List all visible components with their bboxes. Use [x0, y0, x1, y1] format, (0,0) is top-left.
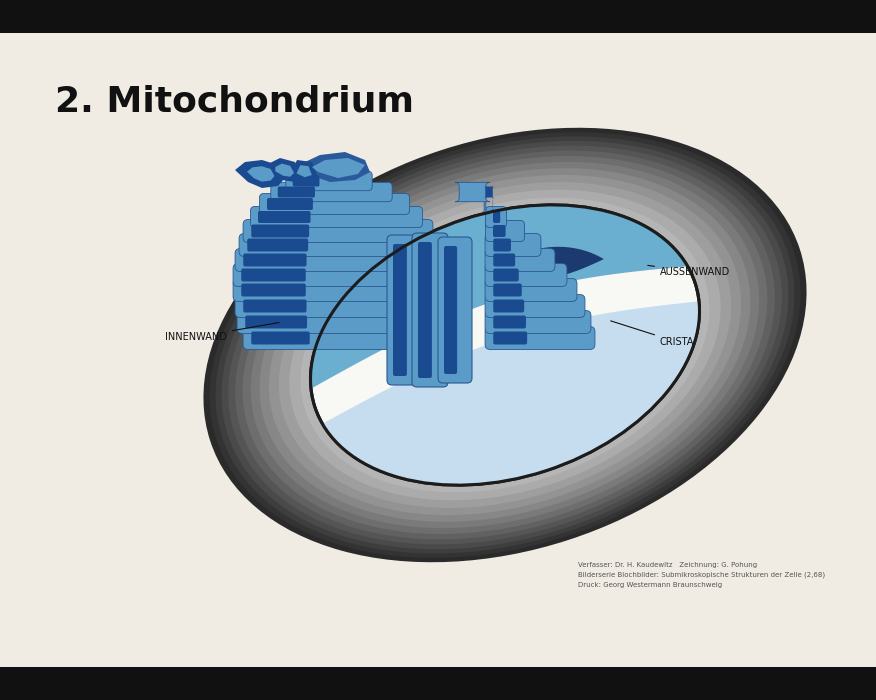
- FancyBboxPatch shape: [233, 264, 445, 286]
- FancyBboxPatch shape: [259, 193, 410, 215]
- Polygon shape: [296, 165, 312, 177]
- FancyBboxPatch shape: [244, 300, 307, 312]
- FancyBboxPatch shape: [493, 225, 505, 237]
- FancyBboxPatch shape: [412, 233, 448, 387]
- FancyBboxPatch shape: [485, 264, 567, 286]
- Polygon shape: [235, 160, 285, 188]
- FancyBboxPatch shape: [485, 206, 506, 228]
- FancyBboxPatch shape: [493, 300, 524, 312]
- FancyBboxPatch shape: [239, 234, 439, 256]
- FancyBboxPatch shape: [271, 182, 392, 202]
- FancyBboxPatch shape: [485, 248, 555, 272]
- FancyBboxPatch shape: [418, 242, 432, 378]
- FancyBboxPatch shape: [0, 0, 876, 33]
- Ellipse shape: [243, 156, 767, 534]
- FancyBboxPatch shape: [480, 195, 490, 214]
- FancyBboxPatch shape: [245, 316, 307, 328]
- Ellipse shape: [228, 146, 781, 545]
- FancyBboxPatch shape: [493, 253, 515, 267]
- FancyBboxPatch shape: [485, 279, 577, 302]
- FancyBboxPatch shape: [493, 211, 500, 223]
- FancyBboxPatch shape: [251, 225, 309, 237]
- FancyBboxPatch shape: [267, 198, 313, 210]
- FancyBboxPatch shape: [244, 253, 307, 267]
- FancyBboxPatch shape: [485, 295, 585, 317]
- FancyBboxPatch shape: [387, 235, 423, 385]
- FancyBboxPatch shape: [286, 172, 372, 190]
- Ellipse shape: [300, 197, 710, 492]
- Ellipse shape: [203, 128, 807, 562]
- Ellipse shape: [209, 132, 801, 558]
- FancyBboxPatch shape: [485, 220, 525, 241]
- Ellipse shape: [279, 182, 731, 508]
- Text: CRISTA: CRISTA: [611, 321, 695, 347]
- Polygon shape: [247, 166, 274, 181]
- Text: 2. Mitochondrium: 2. Mitochondrium: [55, 85, 414, 119]
- FancyBboxPatch shape: [278, 186, 315, 197]
- FancyBboxPatch shape: [233, 279, 445, 302]
- Ellipse shape: [222, 141, 788, 550]
- FancyBboxPatch shape: [493, 269, 519, 281]
- FancyBboxPatch shape: [241, 284, 306, 297]
- FancyBboxPatch shape: [438, 237, 472, 383]
- FancyBboxPatch shape: [237, 311, 440, 333]
- FancyBboxPatch shape: [485, 311, 591, 333]
- FancyBboxPatch shape: [247, 239, 308, 251]
- FancyBboxPatch shape: [491, 199, 494, 209]
- Text: INNENWAND: INNENWAND: [165, 323, 279, 342]
- Text: Druck: Georg Westermann Braunschweig: Druck: Georg Westermann Braunschweig: [578, 582, 722, 588]
- Text: Bilderserie Biochbilder: Submikroskopische Strukturen der Zelle (2,68): Bilderserie Biochbilder: Submikroskopisc…: [578, 572, 825, 578]
- Ellipse shape: [235, 150, 775, 540]
- FancyBboxPatch shape: [243, 220, 433, 242]
- FancyBboxPatch shape: [251, 332, 310, 344]
- FancyBboxPatch shape: [393, 244, 406, 376]
- Ellipse shape: [310, 205, 700, 485]
- FancyBboxPatch shape: [455, 182, 490, 202]
- Ellipse shape: [251, 162, 759, 528]
- FancyBboxPatch shape: [0, 667, 876, 700]
- Polygon shape: [322, 301, 700, 485]
- FancyBboxPatch shape: [493, 284, 522, 297]
- FancyBboxPatch shape: [493, 316, 526, 328]
- Ellipse shape: [289, 190, 721, 500]
- FancyBboxPatch shape: [493, 332, 527, 344]
- FancyBboxPatch shape: [243, 327, 435, 349]
- FancyBboxPatch shape: [493, 239, 511, 251]
- Polygon shape: [310, 205, 688, 388]
- FancyBboxPatch shape: [235, 295, 443, 317]
- FancyBboxPatch shape: [251, 206, 422, 228]
- FancyBboxPatch shape: [484, 186, 494, 197]
- FancyBboxPatch shape: [235, 248, 443, 272]
- Polygon shape: [275, 164, 294, 177]
- Polygon shape: [305, 152, 370, 182]
- FancyBboxPatch shape: [258, 211, 310, 223]
- Ellipse shape: [269, 175, 741, 515]
- FancyBboxPatch shape: [241, 269, 306, 281]
- Polygon shape: [290, 160, 318, 182]
- Ellipse shape: [259, 168, 751, 522]
- Text: Verfasser: Dr. H. Kaudewitz   Zeichnung: G. Pohung: Verfasser: Dr. H. Kaudewitz Zeichnung: G…: [578, 562, 757, 568]
- Polygon shape: [312, 158, 365, 178]
- FancyBboxPatch shape: [293, 176, 320, 186]
- Ellipse shape: [215, 136, 795, 554]
- Text: AUSSENWAND: AUSSENWAND: [647, 265, 731, 277]
- FancyBboxPatch shape: [485, 234, 541, 256]
- FancyBboxPatch shape: [444, 246, 457, 374]
- FancyBboxPatch shape: [485, 327, 595, 349]
- Polygon shape: [492, 247, 604, 279]
- Polygon shape: [268, 158, 302, 182]
